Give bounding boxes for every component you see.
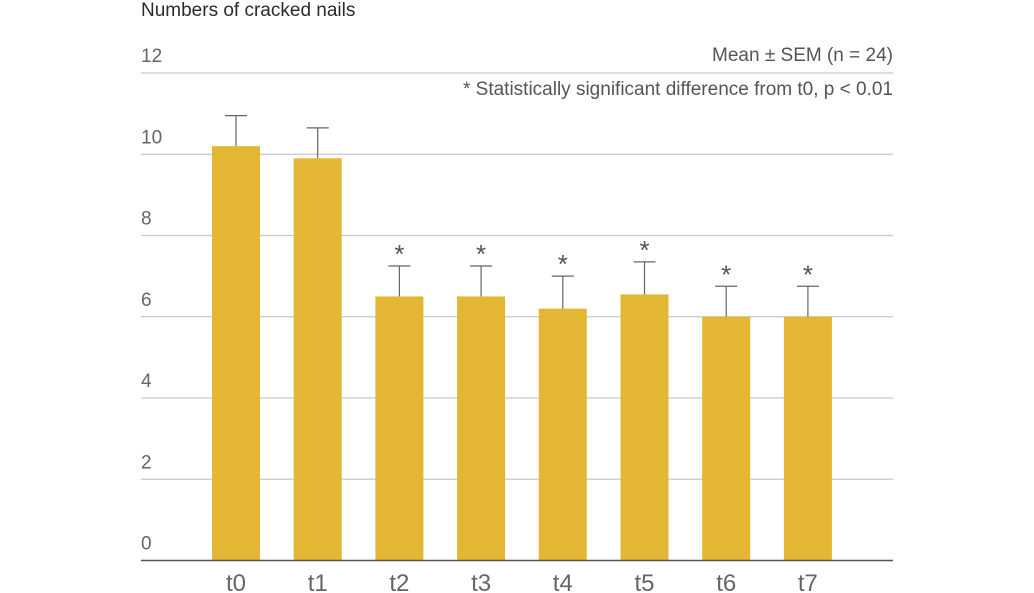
bar-t4 [538, 308, 587, 561]
error-bar-t3 [470, 265, 493, 297]
y-tick-label-12: 12 [141, 46, 162, 67]
error-bar-t1 [306, 127, 329, 159]
error-bar-t4 [551, 275, 574, 309]
x-tick-label-t4: t4 [553, 570, 573, 593]
error-bar-t0 [225, 115, 247, 147]
significance-star-t7: * [803, 259, 813, 289]
bar-t7 [783, 316, 832, 561]
x-axis-ticks: t0 t1 t2 t3 t4 t5 t6 t7 [226, 570, 818, 593]
bar-t5 [620, 294, 669, 561]
bar-t3 [457, 296, 506, 561]
y-axis-title: Numbers of cracked nails [141, 0, 355, 21]
x-tick-label-t0: t0 [226, 570, 246, 593]
x-tick-label-t7: t7 [798, 570, 818, 593]
error-bars [225, 115, 819, 317]
y-tick-label-10: 10 [141, 127, 162, 148]
y-axis-ticks: 0 2 4 6 8 10 12 [141, 46, 162, 555]
significance-star-t6: * [721, 259, 731, 289]
bar-t6 [702, 316, 751, 561]
significance-star-t5: * [639, 235, 649, 265]
y-tick-label-4: 4 [141, 371, 152, 392]
significance-star-t3: * [476, 239, 486, 269]
error-bar-t6 [715, 285, 738, 317]
bar-t1 [293, 158, 342, 561]
significance-markers: * * * * * * [394, 235, 813, 289]
note-mean-sem: Mean ± SEM (n = 24) [712, 45, 893, 66]
significance-star-t4: * [558, 249, 568, 279]
y-tick-label-8: 8 [141, 209, 152, 230]
bars [212, 146, 832, 561]
bar-t0 [212, 146, 260, 561]
y-tick-label-0: 0 [141, 534, 152, 555]
y-tick-label-6: 6 [141, 290, 152, 311]
note-significance: * Statistically significant difference f… [463, 79, 893, 100]
x-tick-label-t3: t3 [471, 570, 491, 593]
bar-t2 [375, 296, 424, 561]
error-bar-t7 [796, 285, 819, 317]
x-tick-label-t2: t2 [389, 570, 409, 593]
x-tick-label-t6: t6 [716, 570, 736, 593]
error-bar-t5 [633, 261, 656, 295]
y-tick-label-2: 2 [141, 452, 152, 473]
gridlines [141, 72, 893, 480]
x-tick-label-t5: t5 [634, 570, 654, 593]
significance-star-t2: * [394, 239, 404, 269]
x-tick-label-t1: t1 [308, 570, 328, 593]
error-bar-t2 [388, 265, 411, 297]
